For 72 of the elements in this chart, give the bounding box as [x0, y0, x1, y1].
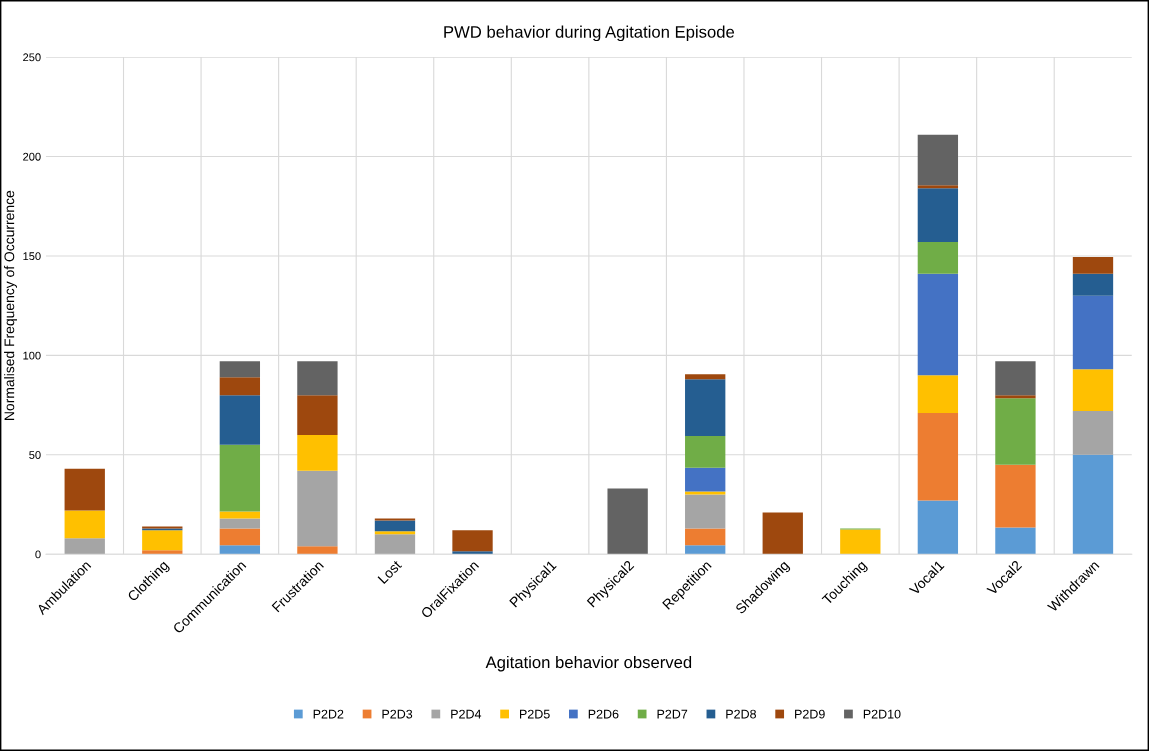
x-axis-title: Agitation behavior observed [485, 655, 692, 672]
bar [297, 434, 338, 471]
chart-title: PWD behavior during Agitation Episode [444, 25, 735, 42]
bar [297, 546, 338, 555]
bar [685, 374, 726, 380]
legend-label: P2D4 [451, 709, 482, 719]
bar [685, 435, 726, 468]
bar [142, 550, 183, 555]
bar [219, 377, 261, 396]
bar [685, 545, 726, 555]
legend-label: P2D7 [657, 709, 688, 719]
bar [917, 375, 959, 414]
bar [64, 510, 105, 539]
bar [762, 512, 803, 555]
bar [995, 361, 1036, 396]
bar [452, 530, 493, 552]
bar [219, 395, 261, 445]
y-tick-label: 200 [23, 152, 41, 161]
bar [219, 518, 261, 529]
bar [374, 534, 416, 555]
bar [917, 500, 959, 555]
bar [1072, 369, 1114, 412]
bar [917, 413, 959, 501]
bar [685, 491, 726, 495]
bar [297, 361, 338, 396]
bar [374, 531, 416, 535]
bar [297, 395, 338, 435]
bar [297, 470, 338, 547]
bar [685, 467, 726, 492]
bar [374, 520, 416, 532]
bar [685, 528, 726, 546]
bar [685, 379, 726, 436]
bar [685, 494, 726, 529]
bar [1072, 454, 1114, 555]
bar [995, 398, 1036, 465]
bar [607, 488, 648, 555]
bar [995, 464, 1036, 528]
bar [917, 185, 959, 189]
y-tick-label: 150 [23, 252, 41, 261]
bar [995, 527, 1036, 555]
bar [219, 444, 261, 512]
legend-label: P2D10 [863, 709, 901, 719]
bar [1072, 256, 1114, 274]
bar [64, 468, 105, 511]
y-axis-title: Normalised Frequency of Occurrence [4, 190, 18, 420]
bar [840, 529, 881, 555]
bar [917, 273, 959, 376]
bar [917, 188, 959, 243]
y-tick-label: 250 [23, 53, 41, 62]
bar [1072, 295, 1114, 370]
bar [219, 511, 261, 519]
legend-label: P2D5 [520, 709, 550, 719]
y-tick-label: 0 [35, 550, 41, 559]
x-tick-label: Lost [377, 559, 403, 585]
y-tick-label: 100 [23, 351, 41, 360]
legend-label: P2D2 [313, 709, 344, 719]
bar [917, 134, 959, 186]
y-tick-label: 50 [29, 451, 41, 459]
bar [219, 528, 261, 546]
bar [1072, 273, 1114, 296]
bar [219, 545, 261, 555]
bar [452, 551, 493, 555]
bar [142, 530, 183, 551]
bar [1072, 411, 1114, 455]
legend-label: P2D8 [726, 709, 757, 719]
bar [219, 361, 261, 378]
legend-label: P2D3 [382, 709, 413, 719]
legend-label: P2D6 [588, 709, 619, 719]
legend-label: P2D9 [795, 709, 825, 719]
bar [995, 395, 1036, 399]
bar [917, 242, 959, 274]
bar [64, 538, 105, 555]
